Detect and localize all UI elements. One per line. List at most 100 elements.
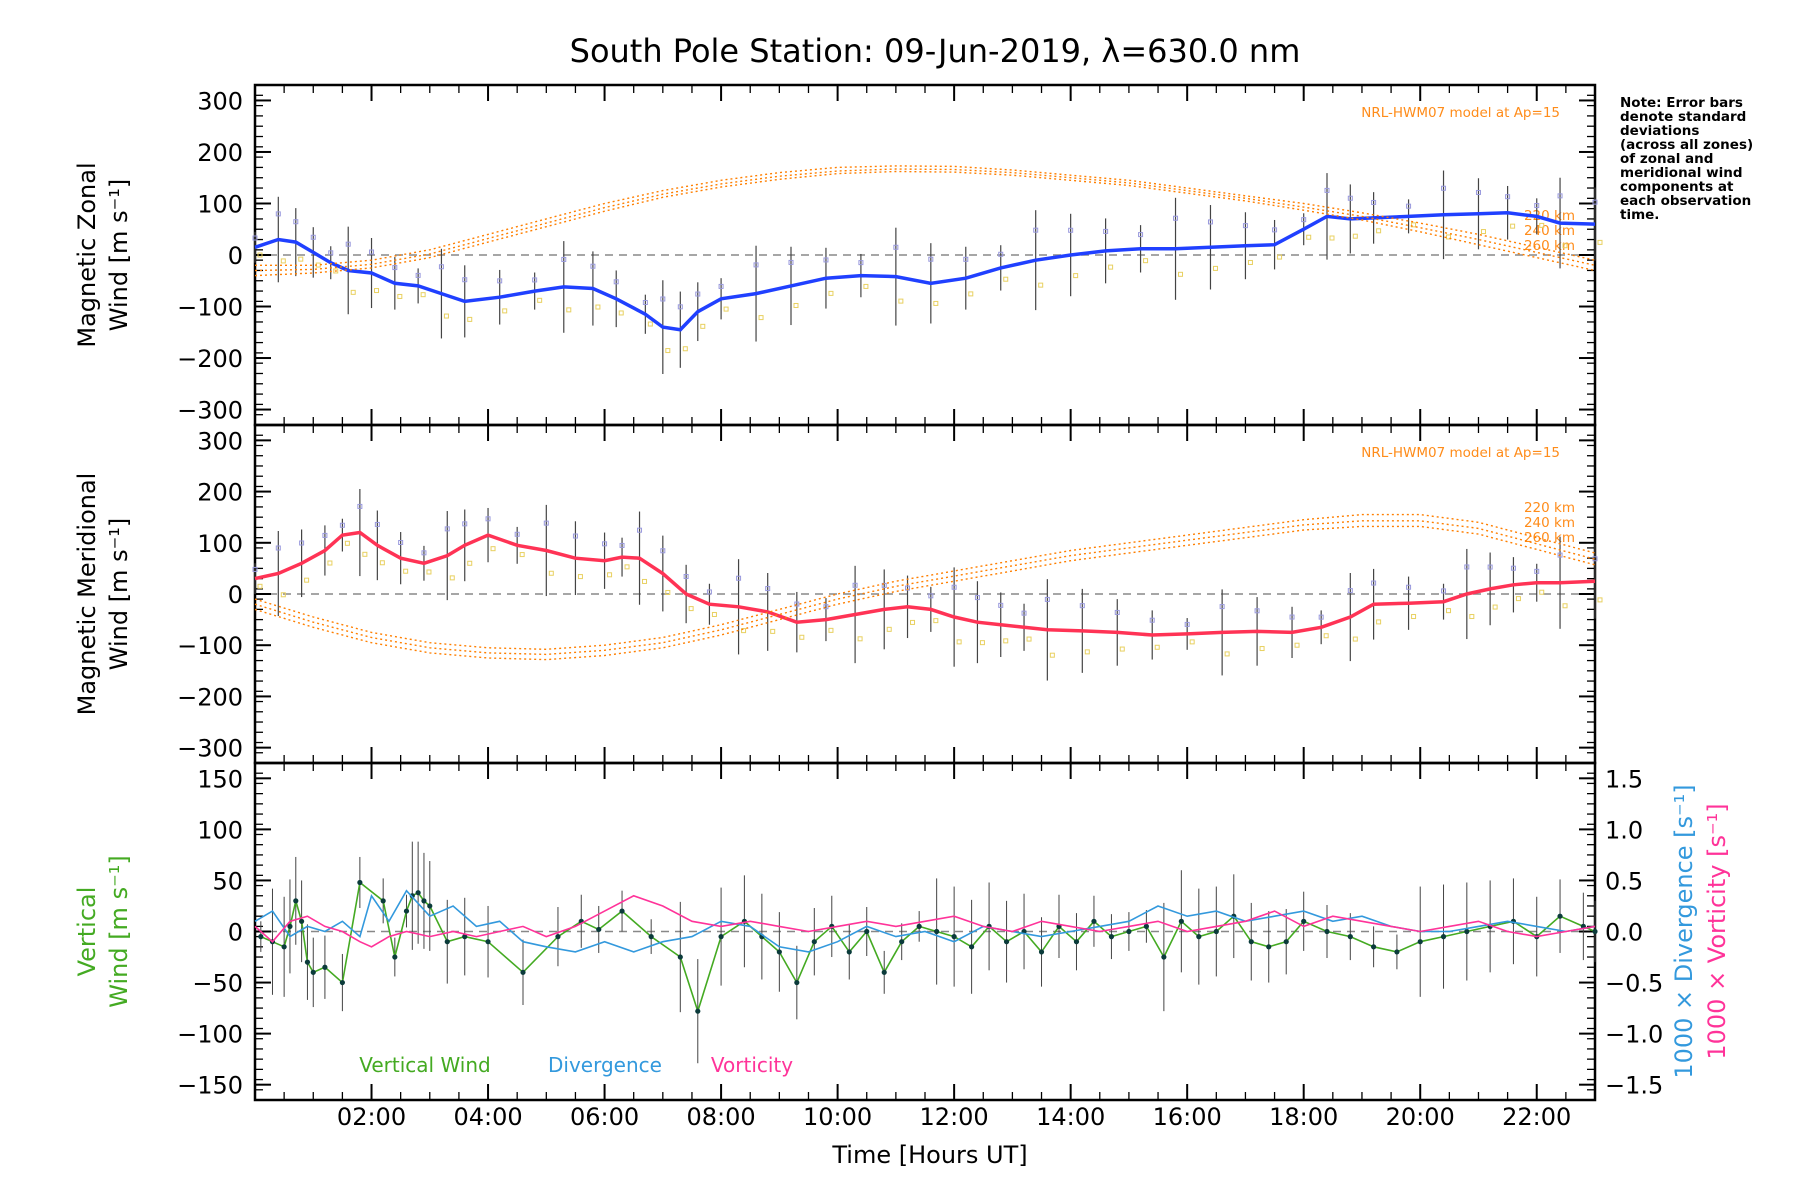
zonal-zone-point bbox=[1505, 194, 1511, 200]
vertical-wind-point bbox=[1108, 934, 1115, 940]
vertical-wind-point bbox=[899, 939, 905, 945]
meridional-model-line bbox=[254, 520, 1596, 656]
meridional-zone-point bbox=[485, 516, 491, 522]
meridional-zone-point bbox=[1044, 596, 1050, 602]
x-tick-label: 10:00 bbox=[803, 1103, 872, 1131]
zonal-zone-point bbox=[1207, 219, 1213, 225]
zonal-zone-point bbox=[613, 279, 619, 285]
meridional-zone-point bbox=[1294, 642, 1300, 648]
zonal-zone-point bbox=[665, 348, 671, 354]
note-line: (across all zones) bbox=[1620, 137, 1753, 153]
meridional-zone-point bbox=[637, 527, 643, 533]
meridional-ylabel-line: Magnetic Meridional bbox=[73, 473, 101, 716]
meridional-zone-point bbox=[1515, 596, 1521, 602]
meridional-ytick-label: 200 bbox=[197, 479, 243, 507]
zonal-zone-point bbox=[374, 288, 380, 294]
zonal-zone-point bbox=[275, 211, 281, 217]
meridional-zone-point bbox=[344, 540, 350, 546]
zonal-zone-point bbox=[1277, 254, 1283, 260]
meridional-zone-point bbox=[711, 611, 717, 617]
zonal-zone-point bbox=[590, 263, 596, 269]
meridional-zone-point bbox=[1487, 564, 1493, 570]
note-line: deviations bbox=[1620, 123, 1699, 139]
vertical-wind-point bbox=[1394, 949, 1400, 955]
y2-tick-label: −1.0 bbox=[1605, 1021, 1663, 1049]
meridional-zone-point bbox=[519, 552, 525, 558]
meridional-zone-point bbox=[979, 640, 985, 646]
zonal-zone-point bbox=[893, 244, 899, 250]
zonal-zone-point bbox=[392, 265, 398, 271]
zonal-zone-point bbox=[1003, 276, 1009, 282]
zonal-zone-point bbox=[1329, 235, 1335, 241]
meridional-ytick-label: −100 bbox=[177, 632, 243, 660]
zonal-zone-point bbox=[420, 292, 426, 298]
meridional-wind-line bbox=[254, 530, 1596, 637]
y2-tick-label: 0.5 bbox=[1605, 867, 1643, 895]
vertical-ylabel-line: Wind [m s⁻¹] bbox=[105, 855, 133, 1007]
meridional-zone-point bbox=[548, 570, 554, 576]
zonal-zone-point bbox=[1143, 258, 1149, 264]
vertical-wind-point bbox=[1126, 928, 1132, 935]
zonal-zone-point bbox=[1480, 229, 1486, 235]
zonal-zone-point bbox=[350, 289, 356, 295]
meridional-zone-point bbox=[770, 628, 776, 634]
zonal-zone-point bbox=[863, 283, 869, 289]
meridional-zone-point bbox=[1184, 621, 1190, 627]
zonal-zone-point bbox=[333, 268, 339, 274]
zonal-zone-point bbox=[1108, 264, 1114, 270]
meridional-zone-point bbox=[1254, 608, 1260, 614]
vertical-wind-point bbox=[415, 890, 421, 896]
meridional-zone-point bbox=[660, 548, 666, 554]
zonal-panel: 300 200 100 0 −100 −200 −300 Magnetic Zonal Wind… bbox=[73, 83, 1603, 427]
zonal-zone-point bbox=[1597, 239, 1603, 245]
x-tick-label: 04:00 bbox=[453, 1103, 522, 1131]
x-axis-title: Time [Hours UT] bbox=[831, 1141, 1027, 1169]
vertical-wind-point bbox=[462, 934, 468, 940]
vertical-wind-point bbox=[864, 928, 870, 935]
meridional-zone-point bbox=[304, 577, 310, 583]
meridional-zone-point bbox=[1446, 608, 1452, 614]
meridional-zone-point bbox=[1597, 597, 1603, 603]
zonal-zone-point bbox=[1475, 189, 1481, 195]
meridional-zone-point bbox=[765, 586, 771, 592]
x-tick-label: 14:00 bbox=[1036, 1103, 1105, 1131]
meridional-zone-point bbox=[741, 628, 747, 634]
vertical-wind-point bbox=[934, 928, 940, 935]
meridional-zone-point bbox=[1469, 614, 1475, 620]
zonal-zone-point bbox=[1033, 227, 1039, 233]
x-tick-label: 20:00 bbox=[1386, 1103, 1455, 1131]
vertical-wind-point bbox=[1347, 934, 1353, 940]
vertical-wind-point bbox=[1464, 928, 1470, 935]
vertical-wind-point bbox=[1196, 934, 1202, 940]
meridional-zone-point bbox=[1119, 646, 1125, 652]
meridional-zone-point bbox=[1352, 636, 1358, 642]
note-line: time. bbox=[1620, 207, 1659, 223]
zonal-zone-point bbox=[753, 262, 759, 268]
zonal-zone-point bbox=[998, 251, 1004, 257]
vertical-wind-point bbox=[846, 949, 852, 955]
y2-tick-label: 1.0 bbox=[1605, 816, 1643, 844]
y2-tick-label: −1.5 bbox=[1605, 1072, 1663, 1100]
zonal-ylabel-line: Magnetic Zonal bbox=[73, 162, 101, 347]
y2-tick-label: 1.5 bbox=[1605, 765, 1643, 793]
x-tick-label: 16:00 bbox=[1153, 1103, 1222, 1131]
zonal-zone-point bbox=[1371, 199, 1377, 205]
vertical-wind-point bbox=[1073, 939, 1080, 945]
meridional-zone-point bbox=[910, 619, 916, 625]
vertical-wind-point bbox=[677, 954, 683, 960]
meridional-zone-point bbox=[642, 578, 648, 584]
meridional-zone-point bbox=[1562, 603, 1568, 609]
vertical-ytick-label: −50 bbox=[192, 970, 243, 998]
meridional-zone-point bbox=[543, 520, 549, 526]
vertical-wind-point bbox=[776, 949, 782, 955]
zonal-zone-point bbox=[1510, 223, 1516, 229]
zonal-zone-point bbox=[968, 291, 974, 297]
meridional-zone-point bbox=[823, 604, 829, 610]
zonal-zone-point bbox=[1406, 203, 1412, 209]
meridional-zone-point bbox=[857, 636, 863, 642]
zonal-model-line bbox=[254, 168, 1596, 272]
meridional-zone-point bbox=[299, 540, 305, 546]
zonal-zone-point bbox=[595, 304, 601, 310]
legend-entry: Divergence bbox=[548, 1053, 662, 1077]
zonal-zone-point bbox=[1306, 234, 1312, 240]
